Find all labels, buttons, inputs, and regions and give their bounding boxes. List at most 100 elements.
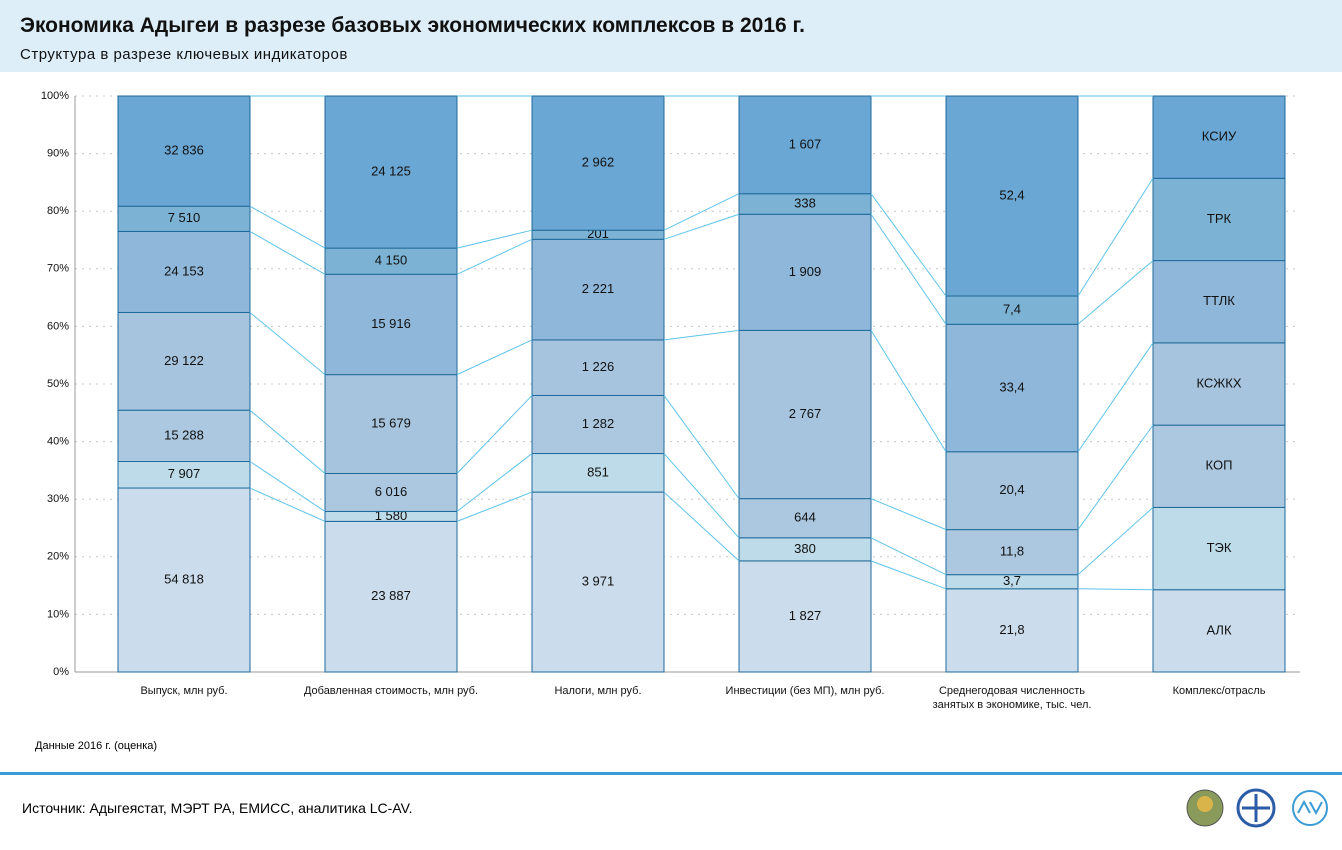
connector (870, 498, 947, 531)
bar-segment (117, 95, 251, 207)
value-label: 15 288 (164, 427, 204, 442)
bar-segment (738, 560, 872, 673)
divider (0, 772, 1342, 775)
bar-segment (324, 95, 458, 249)
logo (1292, 790, 1328, 826)
value-label: 23 887 (371, 588, 411, 603)
connector (663, 395, 740, 499)
legend-swatch (1152, 177, 1286, 262)
value-label: 3 971 (582, 573, 615, 588)
value-label: 7 907 (168, 466, 201, 481)
connector (1077, 342, 1154, 453)
x-tick-label: Выпуск, млн руб. (140, 685, 228, 697)
connector (249, 487, 326, 522)
connector (870, 330, 947, 453)
bar-segment (324, 273, 458, 376)
connector (1077, 260, 1154, 325)
y-tick-label: 50% (47, 378, 69, 390)
y-tick-label: 90% (47, 148, 69, 160)
connector (663, 213, 740, 240)
chart-title: Экономика Адыгеи в разрезе базовых эконо… (20, 14, 805, 37)
value-label: 4 150 (375, 253, 408, 268)
value-label: 7 510 (168, 210, 201, 225)
value-label: 6 016 (375, 484, 408, 499)
legend-label: ТРК (1207, 211, 1232, 226)
x-tick-label: Добавленная стоимость, млн руб. (303, 685, 479, 697)
legend-label: КОП (1206, 458, 1233, 473)
bar-segment (117, 460, 251, 489)
value-label: 21,8 (999, 622, 1024, 637)
bar-segment (531, 339, 665, 396)
value-label: 29 122 (164, 353, 204, 368)
connector (870, 213, 947, 325)
bar-segment (117, 409, 251, 462)
logo-detail (1197, 796, 1213, 812)
legend-swatch (1152, 260, 1286, 344)
connector (249, 409, 326, 474)
bar-segment (738, 329, 872, 500)
bar-segment (531, 394, 665, 455)
bar-segment (117, 205, 251, 232)
legend-label: ТТЛК (1203, 293, 1235, 308)
connector (1077, 424, 1154, 530)
logos (1186, 788, 1328, 828)
connector (870, 560, 947, 590)
value-label: 15 679 (371, 416, 411, 431)
connector (456, 395, 533, 474)
x-tick-label: Инвестиции (без МП), млн руб. (725, 685, 885, 697)
note: Данные 2016 г. (оценка) (35, 740, 158, 752)
value-label: 644 (794, 510, 816, 525)
connector (456, 229, 533, 249)
y-tick-label: 10% (47, 608, 69, 620)
logo-detail (1297, 799, 1323, 816)
bar-segment (117, 230, 251, 313)
legend-title: Комплекс/отрасль (1172, 685, 1266, 697)
source: Источник: Адыгеястат, МЭРТ РА, ЕМИСС, ан… (22, 800, 413, 816)
bar-segment (738, 498, 872, 539)
value-label: 20,4 (999, 482, 1024, 497)
logo-detail (1242, 794, 1270, 822)
value-label: 1 226 (582, 359, 615, 374)
y-tick-label: 80% (47, 205, 69, 217)
connector (870, 537, 947, 576)
value-label: 1 282 (582, 416, 615, 431)
connector (663, 491, 740, 562)
bar-segment (324, 520, 458, 673)
bar-segment (945, 588, 1079, 673)
legend-label: КСЖКХ (1196, 375, 1241, 390)
value-label: 52,4 (999, 187, 1024, 202)
legend-swatch (1152, 589, 1286, 673)
y-tick-label: 30% (47, 493, 69, 505)
value-label: 32 836 (164, 143, 204, 158)
x-tick-label: Среднегодовая численность занятых в экон… (932, 685, 1092, 711)
connector (870, 193, 947, 297)
y-tick-label: 60% (47, 320, 69, 332)
value-label: 851 (587, 464, 609, 479)
connector (456, 339, 533, 376)
y-tick-label: 0% (53, 666, 69, 678)
value-label: 54 818 (164, 571, 204, 586)
bar-segment (531, 453, 665, 493)
bar-segment (945, 95, 1079, 297)
connector (456, 491, 533, 522)
value-label: 2 767 (789, 406, 822, 421)
legend-swatch (1152, 506, 1286, 591)
bar-segment (531, 491, 665, 673)
value-label: 24 125 (371, 163, 411, 178)
header: Экономика Адыгеи в разрезе базовых эконо… (0, 0, 1342, 72)
legend-label: АЛК (1206, 622, 1231, 637)
connector (249, 230, 326, 275)
y-tick-label: 70% (47, 263, 69, 275)
bar-segment (738, 213, 872, 331)
bar-segment (117, 311, 251, 411)
connector (663, 453, 740, 539)
value-label: 1 607 (789, 136, 822, 151)
bar-segment (945, 451, 1079, 531)
value-label: 33,4 (999, 379, 1024, 394)
value-label: 7,4 (1003, 302, 1021, 317)
connector (249, 461, 326, 512)
value-label: 11,8 (1000, 544, 1024, 559)
bar-segment (945, 323, 1079, 453)
